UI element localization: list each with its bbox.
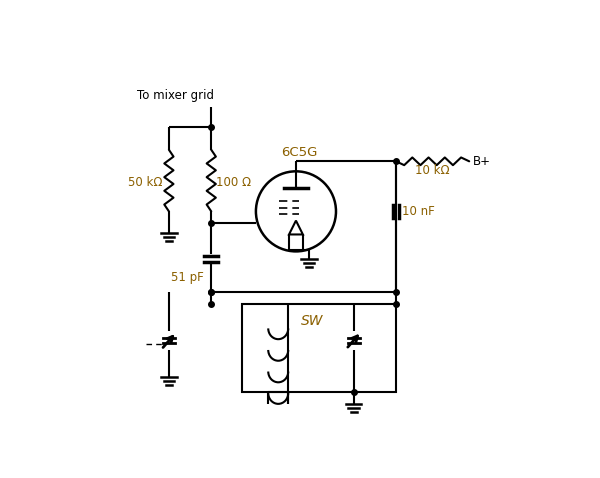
Text: 10 kΩ: 10 kΩ xyxy=(415,163,450,177)
Text: 6C5G: 6C5G xyxy=(281,146,318,159)
Bar xyxy=(242,304,396,392)
Text: To mixer grid: To mixer grid xyxy=(137,89,214,102)
Text: B+: B+ xyxy=(473,155,491,168)
Text: 51 pF: 51 pF xyxy=(171,272,203,284)
Text: 50 kΩ: 50 kΩ xyxy=(128,175,163,189)
Text: 10 nF: 10 nF xyxy=(402,205,435,218)
Text: 100 Ω: 100 Ω xyxy=(216,175,251,189)
Text: SW: SW xyxy=(301,315,324,328)
